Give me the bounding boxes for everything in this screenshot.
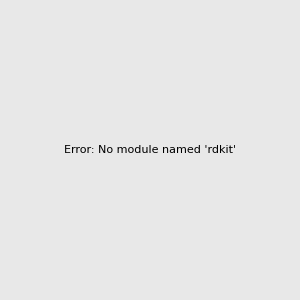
Text: Error: No module named 'rdkit': Error: No module named 'rdkit'	[64, 145, 236, 155]
